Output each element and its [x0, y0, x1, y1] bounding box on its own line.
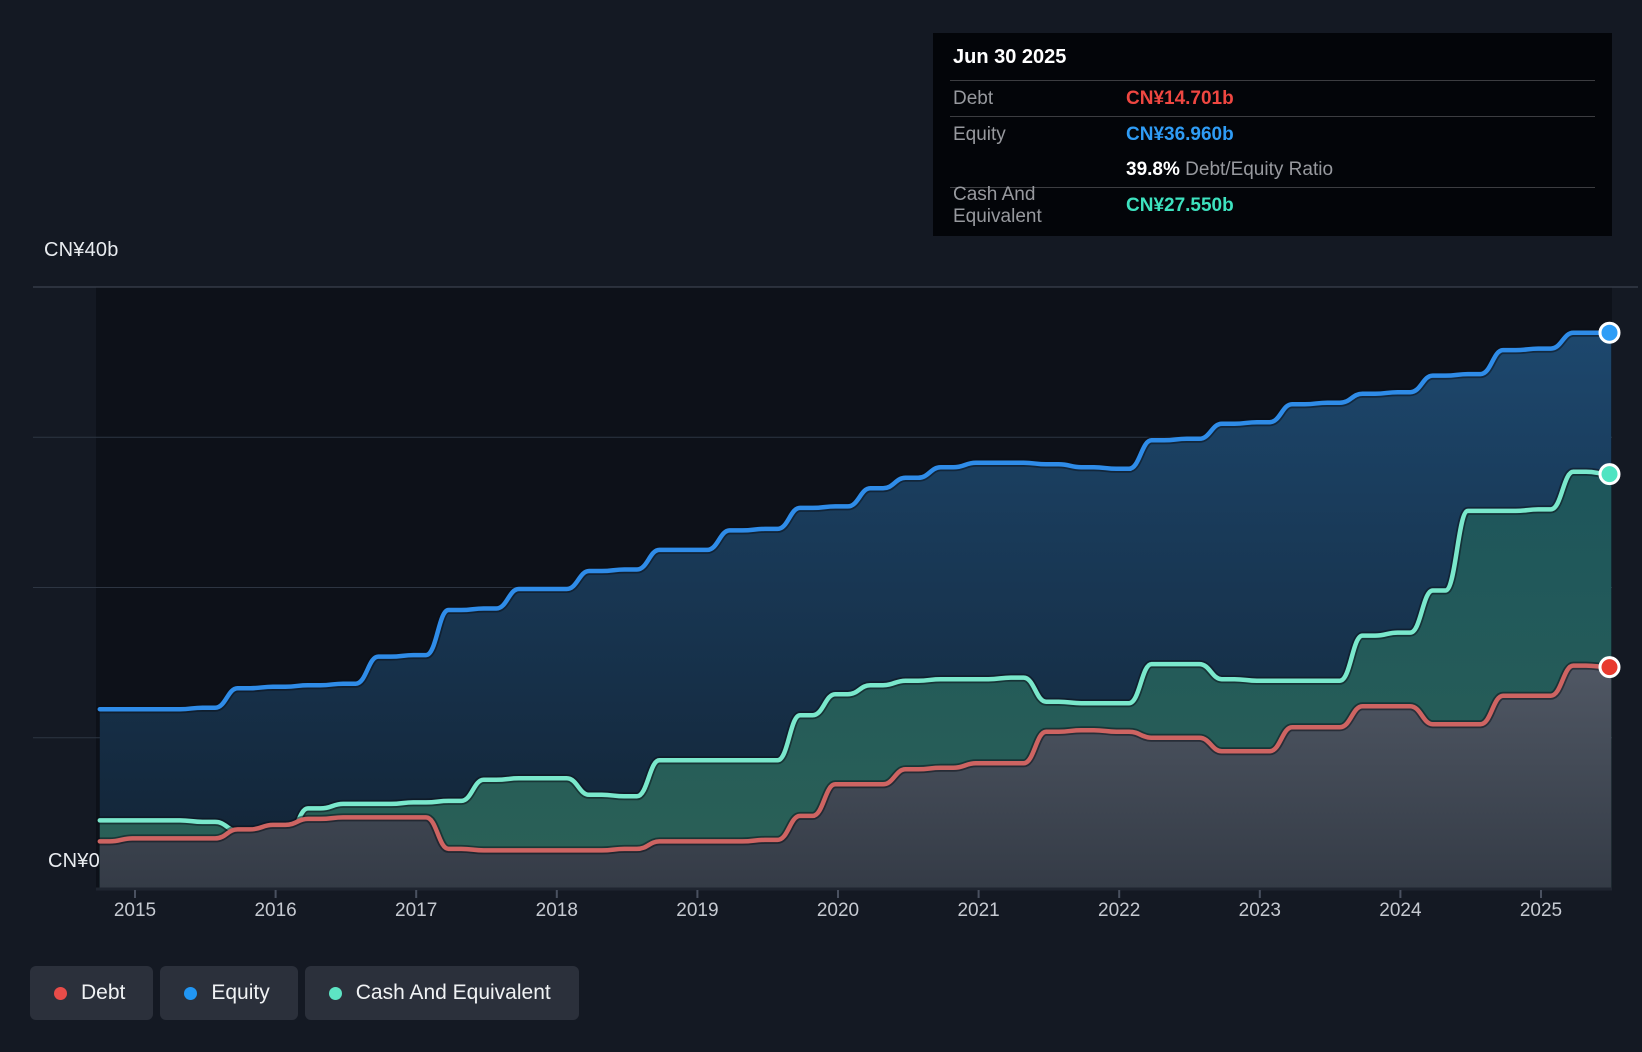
tooltip-ratio-label: Debt/Equity Ratio	[1185, 158, 1334, 180]
x-axis-label-2023: 2023	[1238, 900, 1281, 921]
debt-line	[97, 663, 1614, 853]
legend-item-equity[interactable]: Equity	[160, 966, 298, 1020]
debt-area	[99, 665, 1612, 888]
debt-endpoint-marker[interactable]	[1598, 656, 1621, 679]
legend-equity-label: Equity	[211, 981, 270, 1004]
debt-dot-icon	[54, 986, 67, 1000]
tooltip-debt-value: CN¥14.701b	[1126, 87, 1234, 109]
x-axis-label-2025: 2025	[1519, 900, 1563, 921]
x-axis-label-2017: 2017	[395, 900, 438, 921]
cash-dot-icon	[328, 986, 342, 1000]
x-axis-label-2021: 2021	[957, 900, 1000, 921]
x-axis-label-2015: 2015	[113, 900, 157, 921]
tooltip-row-cash: Cash And Equivalent CN¥27.550b	[950, 184, 1595, 227]
y-axis-label-zero: CN¥0	[48, 850, 100, 872]
tooltip-debt-label: Debt	[953, 87, 994, 109]
tooltip-card: Jun 30 2025 Debt CN¥14.701b Equity CN¥36…	[933, 33, 1612, 236]
x-axis-label-2020: 2020	[816, 900, 860, 921]
x-axis-label-2022: 2022	[1098, 900, 1141, 921]
legend-debt-label: Debt	[81, 981, 126, 1004]
tooltip-row-debt: Debt CN¥14.701b	[950, 81, 1595, 117]
tooltip-equity-label: Equity	[953, 123, 1006, 145]
equity-line	[97, 330, 1614, 712]
x-axis-label-2018: 2018	[535, 900, 578, 921]
tooltip-row-ratio: 39.8% Debt/Equity Ratio	[950, 152, 1595, 188]
x-axis-label-2016: 2016	[254, 900, 297, 921]
equity-dot-icon	[184, 986, 198, 1000]
x-axis-label-2019: 2019	[676, 900, 719, 921]
tooltip-ratio-value: 39.8%	[1126, 158, 1180, 180]
equity-endpoint-marker[interactable]	[1598, 321, 1621, 344]
cash-and-equivalent-endpoint-marker[interactable]	[1598, 463, 1621, 486]
tooltip-date: Jun 30 2025	[950, 33, 1595, 81]
tooltip-row-equity: Equity CN¥36.960b	[950, 117, 1595, 152]
tooltip-cash-label: Cash And Equivalent	[953, 183, 1042, 227]
x-axis-label-2024: 2024	[1379, 900, 1422, 921]
y-axis-label-top: CN¥40b	[44, 239, 119, 261]
legend-item-debt[interactable]: Debt	[30, 966, 154, 1020]
legend-cash-label: Cash And Equivalent	[355, 981, 551, 1004]
legend: Debt Equity Cash And Equivalent	[30, 966, 579, 1020]
legend-item-cash[interactable]: Cash And Equivalent	[304, 966, 579, 1020]
tooltip-cash-value: CN¥27.550b	[1126, 194, 1234, 216]
tooltip-equity-value: CN¥36.960b	[1126, 123, 1234, 145]
cash-and-equivalent-line	[97, 469, 1614, 843]
